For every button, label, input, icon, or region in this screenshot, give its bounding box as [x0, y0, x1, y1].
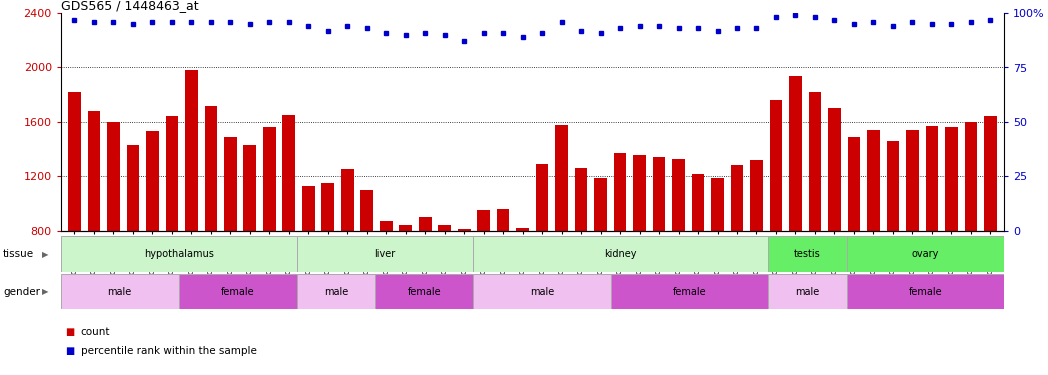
- Bar: [361, 190, 373, 231]
- Bar: [204, 106, 217, 231]
- Text: male: male: [108, 286, 132, 297]
- Text: testis: testis: [794, 249, 821, 259]
- Bar: [243, 145, 256, 231]
- Bar: [497, 209, 509, 231]
- Bar: [341, 170, 353, 231]
- Bar: [809, 92, 822, 231]
- Bar: [672, 159, 685, 231]
- Bar: [61, 236, 297, 272]
- Text: male: male: [795, 286, 820, 297]
- Bar: [146, 131, 158, 231]
- Bar: [379, 221, 393, 231]
- Bar: [848, 137, 860, 231]
- Bar: [594, 178, 607, 231]
- Bar: [474, 274, 611, 309]
- Bar: [88, 111, 101, 231]
- Bar: [419, 217, 432, 231]
- Text: female: female: [408, 286, 441, 297]
- Bar: [458, 229, 471, 231]
- Bar: [297, 236, 474, 272]
- Text: hypothalamus: hypothalamus: [144, 249, 214, 259]
- Bar: [224, 137, 237, 231]
- Bar: [768, 236, 847, 272]
- Bar: [907, 130, 919, 231]
- Text: kidney: kidney: [605, 249, 637, 259]
- Bar: [692, 174, 704, 231]
- Bar: [61, 274, 178, 309]
- Text: ▶: ▶: [42, 287, 48, 296]
- Bar: [178, 274, 297, 309]
- Bar: [789, 76, 802, 231]
- Bar: [925, 126, 938, 231]
- Bar: [166, 116, 178, 231]
- Bar: [984, 116, 997, 231]
- Bar: [768, 274, 847, 309]
- Text: liver: liver: [374, 249, 396, 259]
- Text: male: male: [324, 286, 348, 297]
- Text: ■: ■: [65, 327, 74, 337]
- Text: tissue: tissue: [3, 249, 35, 259]
- Text: GDS565 / 1448463_at: GDS565 / 1448463_at: [61, 0, 198, 12]
- Bar: [302, 186, 314, 231]
- Bar: [68, 92, 81, 231]
- Text: female: female: [909, 286, 942, 297]
- Text: percentile rank within the sample: percentile rank within the sample: [81, 346, 257, 355]
- Bar: [730, 165, 743, 231]
- Bar: [611, 274, 768, 309]
- Bar: [536, 164, 548, 231]
- Bar: [750, 160, 763, 231]
- Text: ovary: ovary: [912, 249, 939, 259]
- Text: gender: gender: [3, 286, 40, 297]
- Bar: [474, 236, 768, 272]
- Bar: [614, 153, 627, 231]
- Bar: [399, 225, 412, 231]
- Bar: [847, 274, 1004, 309]
- Bar: [633, 154, 646, 231]
- Bar: [964, 122, 977, 231]
- Bar: [574, 168, 588, 231]
- Bar: [887, 141, 899, 231]
- Text: count: count: [81, 327, 110, 337]
- Bar: [653, 157, 665, 231]
- Text: female: female: [221, 286, 255, 297]
- Bar: [769, 100, 782, 231]
- Bar: [322, 183, 334, 231]
- Text: male: male: [530, 286, 554, 297]
- Text: ■: ■: [65, 346, 74, 355]
- Bar: [438, 225, 451, 231]
- Bar: [477, 210, 490, 231]
- Bar: [375, 274, 474, 309]
- Bar: [712, 178, 724, 231]
- Bar: [867, 130, 879, 231]
- Bar: [847, 236, 1004, 272]
- Bar: [127, 145, 139, 231]
- Bar: [555, 124, 568, 231]
- Bar: [263, 128, 276, 231]
- Text: female: female: [673, 286, 706, 297]
- Bar: [283, 115, 296, 231]
- Text: ▶: ▶: [42, 250, 48, 259]
- Bar: [517, 228, 529, 231]
- Bar: [828, 108, 840, 231]
- Bar: [945, 128, 958, 231]
- Bar: [185, 70, 198, 231]
- Bar: [107, 122, 119, 231]
- Bar: [297, 274, 375, 309]
